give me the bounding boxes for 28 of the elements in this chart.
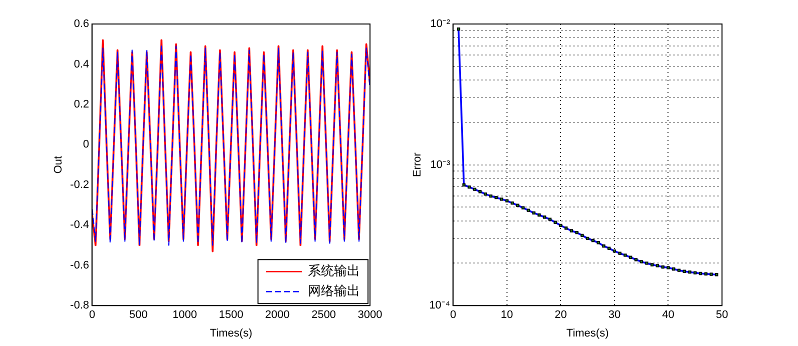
x-tick-label: 30 (608, 309, 621, 322)
x-axis-title: Times(s) (210, 327, 252, 340)
x-tick-label: 3000 (358, 309, 382, 322)
y-tick-label: -0.8 (70, 300, 90, 312)
x-tick-label: 10 (500, 309, 514, 322)
y-tick-label: 0 (83, 138, 90, 151)
x-axis-title: Times(s) (566, 327, 609, 340)
x-tick-label: 2000 (265, 309, 290, 322)
y-tick-label: -0.2 (70, 178, 90, 191)
x-tick-label: 2500 (311, 309, 336, 322)
y-tick-label: -0.6 (70, 259, 90, 272)
y-tick-label: 10⁻³ (430, 158, 450, 171)
legend-label: 系统输出 (308, 264, 360, 279)
legend-label: 网络输出 (308, 284, 360, 299)
y-tick-label: 0.2 (74, 98, 90, 110)
y-tick-label: -0.4 (70, 219, 90, 232)
x-tick-label: 20 (554, 309, 567, 322)
x-tick-label: 50 (716, 309, 728, 322)
y-axis-title: Error (412, 152, 424, 178)
y-axis-title: Out (52, 156, 65, 174)
x-tick-label: 1500 (218, 309, 244, 322)
y-tick-label: 0.4 (74, 58, 90, 70)
x-tick-label: 1000 (172, 309, 198, 322)
y-tick-label: 10⁻⁴ (429, 300, 450, 312)
y-tick-label: 0.6 (74, 18, 90, 30)
x-tick-label: 40 (662, 309, 674, 322)
y-tick-label: 10⁻² (430, 18, 450, 30)
x-tick-label: 500 (129, 309, 148, 322)
